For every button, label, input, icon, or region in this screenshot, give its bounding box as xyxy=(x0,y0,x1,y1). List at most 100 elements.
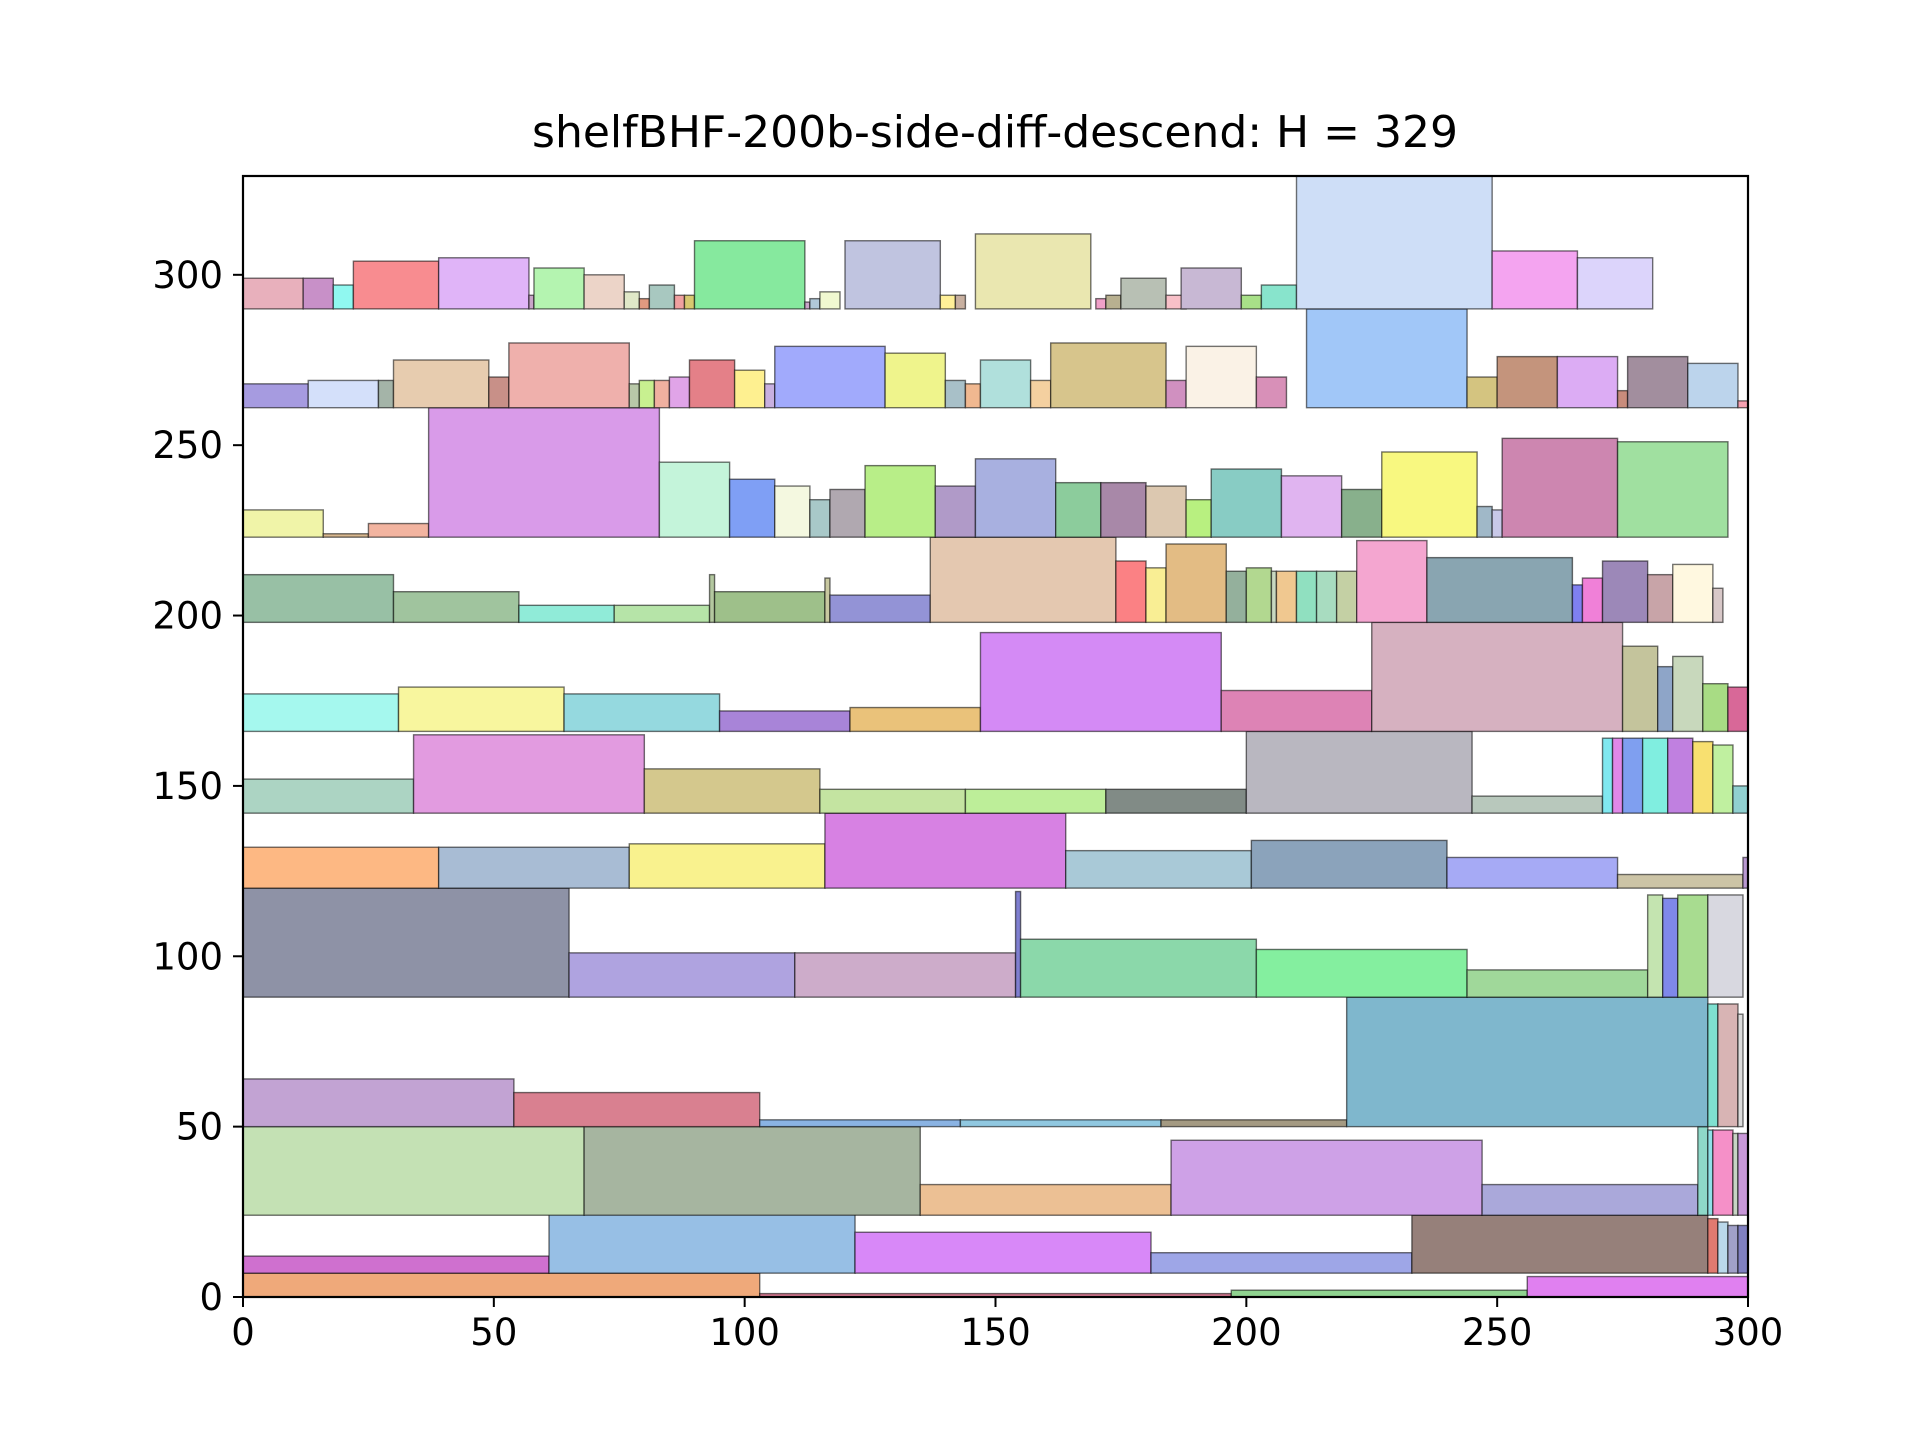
packed-rect-53 xyxy=(412,734,646,814)
y-tick-label-0: 0 xyxy=(199,1276,223,1319)
packed-rect-114 xyxy=(774,485,811,538)
packed-rect-71 xyxy=(718,710,851,733)
packed-rect-7 xyxy=(1150,1252,1413,1274)
rects-layer xyxy=(242,175,1749,1298)
packed-rect-16 xyxy=(1170,1139,1483,1216)
packed-rect-0 xyxy=(242,1272,761,1298)
packed-rect-147 xyxy=(944,379,967,409)
packed-rect-156 xyxy=(1466,376,1498,409)
packed-rect-172 xyxy=(638,297,651,310)
packed-rect-180 xyxy=(844,240,942,310)
packed-rect-35 xyxy=(1014,890,1022,998)
packed-rect-18 xyxy=(1697,1125,1709,1216)
packed-rect-185 xyxy=(1105,294,1122,310)
packed-rect-36 xyxy=(1019,938,1258,998)
packed-rect-97 xyxy=(1295,570,1318,624)
packed-rect-136 xyxy=(488,376,510,409)
packed-rect-87 xyxy=(824,577,831,624)
packed-rect-144 xyxy=(764,383,776,409)
packed-rect-181 xyxy=(939,294,957,310)
packed-rect-186 xyxy=(1120,277,1167,310)
packed-rect-125 xyxy=(1280,475,1343,538)
packed-rect-134 xyxy=(377,379,395,409)
packed-rect-32 xyxy=(242,887,570,998)
packed-rect-88 xyxy=(829,594,931,624)
packed-rect-146 xyxy=(884,352,947,409)
packed-rect-145 xyxy=(774,345,886,409)
packed-rect-72 xyxy=(849,706,982,733)
packed-rect-42 xyxy=(1707,894,1744,998)
packed-rect-106 xyxy=(1672,563,1714,624)
packed-rect-113 xyxy=(728,478,776,538)
packed-rect-23 xyxy=(242,1078,515,1128)
packed-rect-84 xyxy=(613,604,711,624)
packed-rect-62 xyxy=(1621,737,1644,814)
x-tick-label-0: 0 xyxy=(231,1311,255,1354)
packed-rect-159 xyxy=(1616,389,1629,409)
packed-rect-179 xyxy=(819,291,841,310)
packed-rect-193 xyxy=(1576,257,1654,310)
packed-rect-121 xyxy=(1100,481,1147,538)
packed-rect-163 xyxy=(242,277,304,310)
packed-rect-3 xyxy=(1526,1275,1749,1298)
packed-rect-178 xyxy=(809,297,821,310)
packed-rect-6 xyxy=(854,1231,1152,1274)
packed-rect-65 xyxy=(1692,740,1714,814)
packed-rect-10 xyxy=(1717,1221,1729,1274)
packed-rect-175 xyxy=(683,294,696,310)
packed-rect-110 xyxy=(367,522,430,538)
packed-rect-82 xyxy=(392,590,520,624)
packed-rect-119 xyxy=(974,458,1057,538)
packed-rect-108 xyxy=(242,509,324,538)
packed-rect-55 xyxy=(819,788,967,814)
packed-rect-77 xyxy=(1656,665,1674,733)
packed-rect-142 xyxy=(688,359,736,409)
packed-rect-80 xyxy=(1727,686,1749,733)
chart-title: shelfBHF-200b-side-diff-descend: H = 329 xyxy=(532,107,1458,158)
packed-rect-64 xyxy=(1667,737,1694,814)
packed-rect-100 xyxy=(1355,539,1428,624)
y-tick-label-2: 100 xyxy=(152,935,223,978)
packed-rect-28 xyxy=(1345,996,1709,1128)
packed-rect-148 xyxy=(964,383,982,409)
x-tick-label-1: 50 xyxy=(470,1311,517,1354)
packed-rect-143 xyxy=(733,369,766,409)
packed-rect-60 xyxy=(1601,737,1614,814)
packed-rect-150 xyxy=(1029,379,1052,409)
packed-rect-183 xyxy=(974,233,1092,310)
packed-rect-67 xyxy=(1732,785,1749,814)
packed-rect-69 xyxy=(397,686,565,733)
packed-rect-98 xyxy=(1315,570,1338,624)
packed-rect-94 xyxy=(1245,567,1273,624)
packed-rect-99 xyxy=(1335,570,1358,624)
packed-rect-160 xyxy=(1626,355,1689,409)
packed-rect-90 xyxy=(1115,560,1147,624)
packed-rect-190 xyxy=(1260,284,1298,310)
packed-rect-39 xyxy=(1646,894,1664,998)
packed-rect-130 xyxy=(1501,437,1619,538)
packed-rect-37 xyxy=(1255,948,1468,998)
packed-rect-11 xyxy=(1727,1224,1739,1274)
packed-rect-118 xyxy=(934,485,977,538)
packed-rect-93 xyxy=(1225,570,1248,624)
packed-rect-174 xyxy=(673,294,686,310)
packed-rect-158 xyxy=(1556,355,1619,409)
packed-rect-157 xyxy=(1496,355,1559,409)
packed-rect-140 xyxy=(653,379,671,409)
packed-rect-68 xyxy=(242,693,400,733)
packed-rect-96 xyxy=(1275,570,1298,624)
packed-rect-5 xyxy=(548,1204,856,1274)
packed-rect-15 xyxy=(919,1183,1172,1216)
y-tick-label-6: 300 xyxy=(152,254,223,297)
packed-rect-30 xyxy=(1717,1003,1739,1128)
y-tick-label-5: 250 xyxy=(152,424,223,467)
packed-rect-137 xyxy=(508,342,630,409)
packed-rect-188 xyxy=(1180,267,1243,310)
packed-rect-152 xyxy=(1165,379,1187,409)
packed-rect-120 xyxy=(1054,481,1102,538)
packed-rect-27 xyxy=(1160,1119,1348,1128)
y-tick-label-1: 50 xyxy=(176,1106,223,1149)
packed-rect-47 xyxy=(1065,849,1253,889)
packed-rect-48 xyxy=(1250,839,1448,889)
